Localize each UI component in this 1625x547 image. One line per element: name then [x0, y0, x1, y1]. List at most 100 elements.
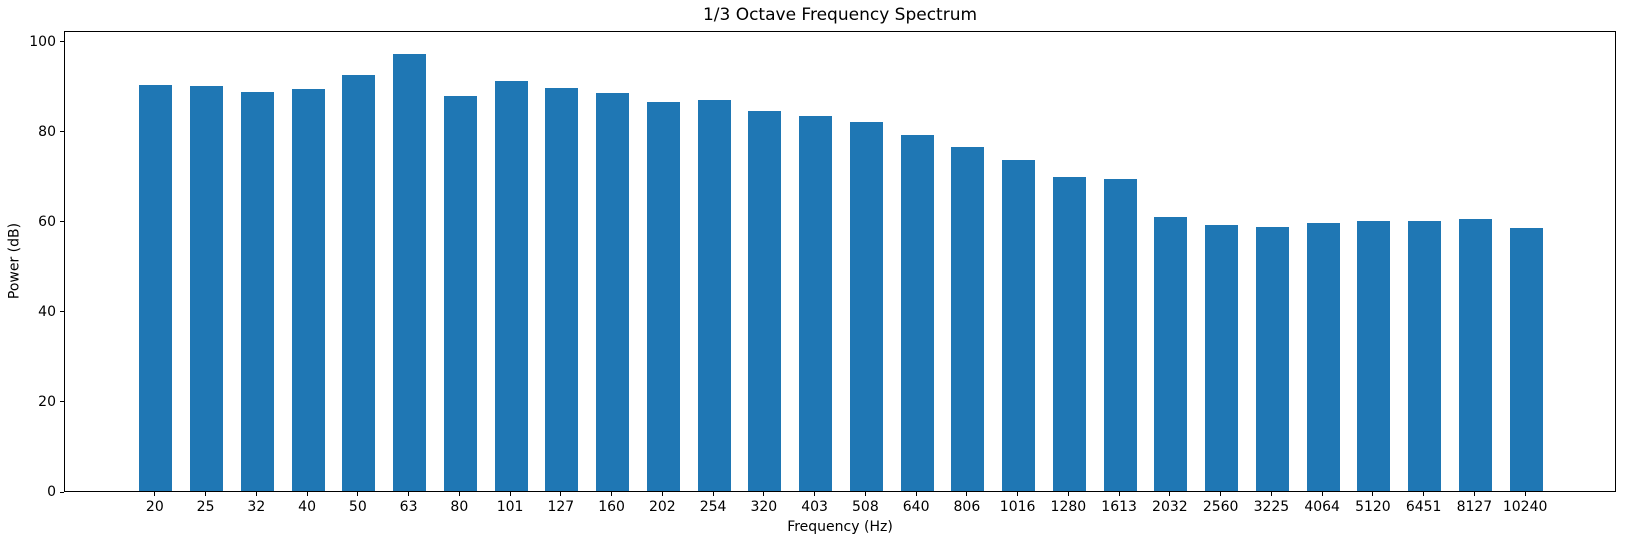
bar-1280 [1053, 177, 1086, 491]
x-tick-label: 101 [496, 499, 524, 515]
y-tick-label: 100 [29, 33, 56, 50]
x-tick-mark [966, 492, 968, 496]
x-tick-mark [306, 492, 308, 496]
y-tick-label: 40 [38, 303, 56, 320]
x-tick-mark [1118, 492, 1120, 496]
x-tick-mark [458, 492, 460, 496]
x-tick-label: 40 [298, 499, 317, 515]
x-tick-label: 10240 [1502, 499, 1548, 515]
bar-254 [698, 100, 731, 491]
y-tick-mark [60, 491, 64, 493]
x-tick-mark [915, 492, 917, 496]
x-tick-mark [154, 492, 156, 496]
x-tick-label: 50 [348, 499, 367, 515]
bar-320 [748, 111, 781, 491]
bar-2032 [1154, 217, 1187, 491]
x-tick-label: 640 [902, 499, 930, 515]
bar-20 [139, 85, 172, 491]
y-tick-mark [60, 401, 64, 403]
x-tick-label: 403 [801, 499, 828, 515]
x-tick-label: 63 [399, 499, 418, 515]
x-tick-mark [1372, 492, 1374, 496]
x-tick-label: 32 [247, 499, 266, 515]
y-axis-label: Power (dB) [6, 222, 23, 300]
y-tick-mark [60, 221, 64, 223]
x-tick-mark [611, 492, 613, 496]
bar-101 [495, 81, 528, 491]
x-tick-mark [1169, 492, 1171, 496]
bar-160 [596, 93, 629, 491]
bar-1613 [1104, 179, 1137, 491]
x-tick-mark [763, 492, 765, 496]
x-tick-mark [661, 492, 663, 496]
x-tick-label: 20 [145, 499, 164, 515]
x-tick-mark [509, 492, 511, 496]
x-tick-label: 25 [196, 499, 215, 515]
x-tick-label: 1613 [1101, 499, 1137, 515]
x-tick-label: 80 [450, 499, 469, 515]
bar-508 [850, 122, 883, 491]
y-tick-mark [60, 311, 64, 313]
bar-80 [444, 96, 477, 491]
x-tick-label: 2560 [1202, 499, 1239, 515]
bar-127 [545, 88, 578, 491]
x-tick-mark [1067, 492, 1069, 496]
bar-4064 [1307, 223, 1340, 491]
x-tick-label: 806 [953, 499, 981, 515]
bar-202 [647, 102, 680, 491]
bar-8127 [1459, 219, 1492, 491]
y-tick-label: 60 [38, 213, 56, 230]
bar-32 [241, 92, 274, 491]
bar-63 [393, 54, 426, 491]
x-tick-mark [205, 492, 207, 496]
bar-5120 [1357, 221, 1390, 491]
x-tick-mark [408, 492, 410, 496]
y-tick-label: 20 [38, 393, 56, 410]
x-tick-label: 160 [598, 499, 625, 515]
x-tick-label: 5120 [1355, 499, 1391, 515]
x-tick-label: 254 [699, 499, 727, 515]
bar-806 [951, 147, 984, 491]
chart-title: 1/3 Octave Frequency Spectrum [702, 5, 978, 25]
bar-50 [342, 75, 375, 491]
bar-40 [292, 89, 325, 491]
x-axis-label: Frequency (Hz) [787, 519, 893, 535]
x-tick-label: 508 [852, 499, 879, 515]
x-tick-mark [1524, 492, 1526, 496]
bar-25 [190, 86, 223, 491]
x-tick-mark [1473, 492, 1475, 496]
x-tick-label: 1016 [999, 499, 1036, 515]
bar-403 [799, 116, 832, 491]
y-tick-label: 0 [47, 484, 56, 500]
y-tick-mark [60, 41, 64, 43]
bar-10240 [1510, 228, 1543, 491]
plot-area [64, 31, 1616, 492]
bar-6451 [1408, 221, 1441, 491]
bar-2560 [1205, 225, 1238, 491]
x-tick-label: 202 [648, 499, 676, 515]
bar-3225 [1256, 227, 1289, 491]
x-tick-label: 4064 [1304, 499, 1340, 515]
x-tick-label: 2032 [1152, 499, 1188, 515]
x-tick-mark [864, 492, 866, 496]
x-tick-label: 3225 [1253, 499, 1290, 515]
x-tick-label: 8127 [1456, 499, 1493, 515]
x-tick-label: 320 [750, 499, 778, 515]
x-tick-label: 6451 [1405, 499, 1442, 515]
y-tick-label: 80 [38, 123, 56, 140]
x-tick-mark [1321, 492, 1323, 496]
x-tick-mark [1017, 492, 1019, 496]
x-tick-mark [1423, 492, 1425, 496]
bar-1016 [1002, 160, 1035, 491]
x-tick-mark [1220, 492, 1222, 496]
x-tick-mark [357, 492, 359, 496]
bar-640 [901, 135, 934, 491]
x-tick-mark [560, 492, 562, 496]
x-tick-mark [814, 492, 816, 496]
x-tick-label: 127 [547, 499, 575, 515]
x-tick-label: 1280 [1050, 499, 1087, 515]
x-tick-mark [712, 492, 714, 496]
x-tick-mark [1270, 492, 1272, 496]
y-tick-mark [60, 131, 64, 133]
